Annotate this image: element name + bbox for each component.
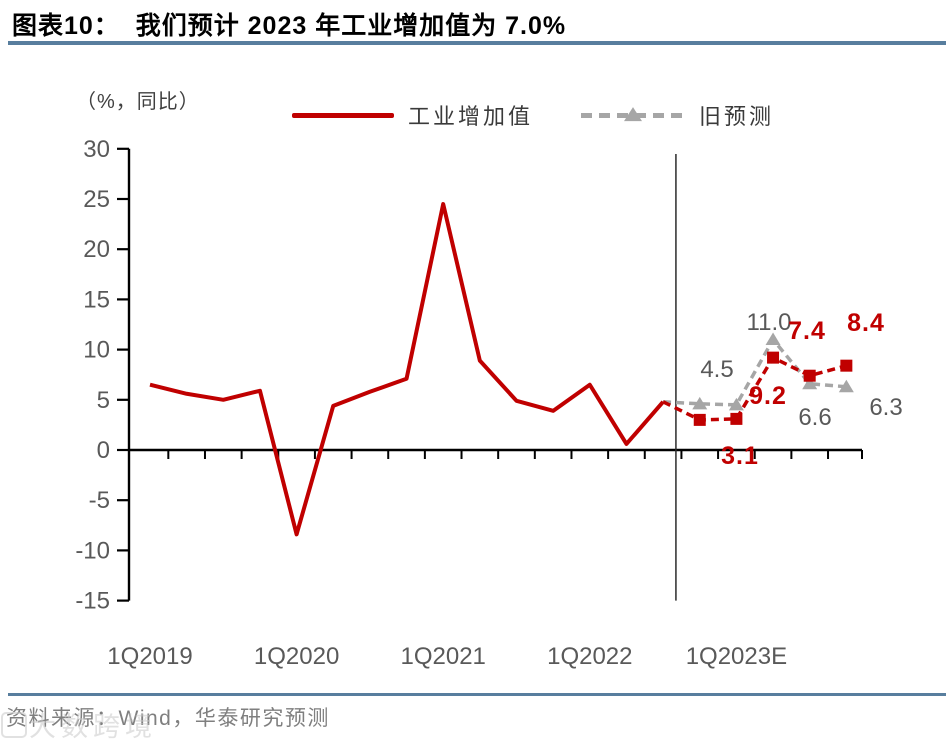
old-forecast-marker bbox=[765, 332, 781, 346]
industrial-output-forecast-marker bbox=[767, 351, 780, 364]
legend-item-old-forecast: 旧预测 bbox=[581, 99, 774, 131]
footer-rule bbox=[8, 693, 946, 696]
chart-title: 图表10： 我们预计 2023 年工业增加值为 7.0% bbox=[12, 12, 567, 40]
y-tick-label: -10 bbox=[75, 537, 110, 564]
y-axis-unit-label: （%，同比） bbox=[76, 91, 200, 113]
industrial-output-actual-line bbox=[149, 202, 665, 537]
data-label: 8.4 bbox=[847, 309, 885, 337]
legend: 工业增加值 旧预测 bbox=[292, 99, 774, 131]
data-label: 9.2 bbox=[749, 382, 787, 410]
watermark-icon bbox=[1, 711, 27, 738]
legend-item-industrial-output: 工业增加值 bbox=[292, 99, 533, 131]
data-label: 3.1 bbox=[721, 442, 759, 470]
red-line-sample-icon bbox=[292, 112, 394, 118]
y-tick-label: 0 bbox=[97, 437, 110, 464]
old-forecast-marker bbox=[802, 376, 818, 390]
data-label: 11.0 bbox=[747, 309, 792, 336]
watermark: 大数跨境 bbox=[1, 705, 157, 744]
old-forecast-line bbox=[663, 337, 847, 407]
industrial-output-forecast-marker bbox=[803, 369, 816, 382]
x-tick-label: 1Q2019 bbox=[107, 643, 192, 670]
data-label: 6.6 bbox=[798, 404, 831, 431]
title-rule bbox=[8, 41, 946, 45]
industrial-output-forecast-marker bbox=[693, 413, 706, 426]
data-label: 7.4 bbox=[788, 317, 826, 345]
y-tick-label: -5 bbox=[89, 487, 110, 514]
x-tick-label: 1Q2020 bbox=[254, 643, 339, 670]
source-note: 资料来源：Wind，华泰研究预测 bbox=[6, 707, 330, 730]
y-tick-label: 30 bbox=[83, 136, 110, 163]
y-tick-label: 20 bbox=[83, 236, 110, 263]
watermark-text: 大数跨境 bbox=[29, 712, 157, 742]
x-tick-label: 1Q2022 bbox=[547, 643, 632, 670]
y-tick-label: 10 bbox=[83, 337, 110, 364]
old-forecast-marker bbox=[838, 379, 854, 393]
y-tick-label: 15 bbox=[83, 286, 110, 313]
old-forecast-marker bbox=[692, 396, 708, 410]
industrial-output-forecast-marker bbox=[840, 359, 853, 372]
data-label: 4.5 bbox=[700, 356, 733, 383]
old-forecast-marker bbox=[728, 397, 744, 411]
data-label: 6.3 bbox=[869, 394, 902, 421]
x-tick-label: 1Q2023E bbox=[686, 643, 787, 670]
y-tick-label: 25 bbox=[83, 186, 110, 213]
legend-label-industrial-output: 工业增加值 bbox=[408, 104, 534, 129]
x-tick-label: 1Q2021 bbox=[400, 643, 485, 670]
industrial-output-forecast-marker bbox=[730, 412, 743, 425]
y-tick-label: 5 bbox=[97, 387, 110, 414]
gray-dashed-triangle-sample-icon bbox=[581, 107, 686, 122]
industrial-output-forecast-line bbox=[662, 355, 847, 422]
legend-label-old-forecast: 旧预测 bbox=[699, 104, 775, 129]
y-tick-label: -15 bbox=[75, 588, 110, 615]
